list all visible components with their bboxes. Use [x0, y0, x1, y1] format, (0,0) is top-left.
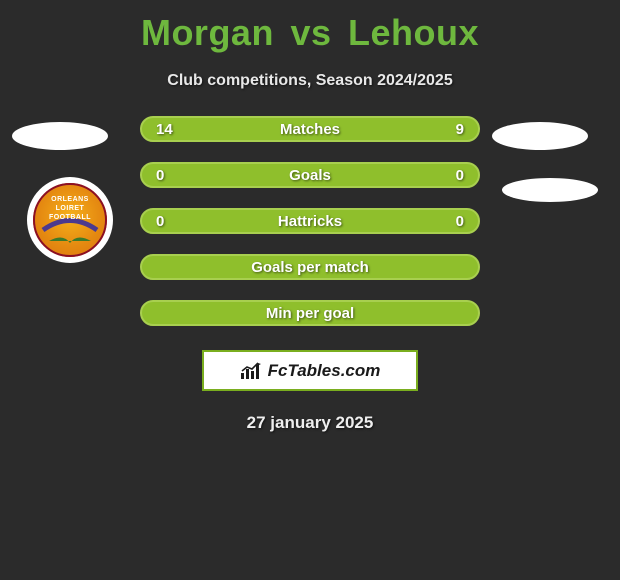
club-logo-line3: FOOTBALL: [49, 214, 91, 221]
row-goals-label: Goals: [186, 167, 434, 184]
title-player2: Lehoux: [348, 12, 479, 53]
date-text: 27 january 2025: [247, 413, 374, 433]
bar-chart-icon: [240, 362, 262, 380]
row-hattricks: 0 Hattricks 0: [140, 208, 480, 234]
row-gpm-label: Goals per match: [186, 259, 434, 276]
row-goals-right: 0: [434, 167, 464, 184]
row-mpg-label: Min per goal: [186, 305, 434, 322]
title-vs: vs: [290, 12, 331, 53]
row-matches-left: 14: [156, 121, 186, 138]
club-logo-line1: ORLEANS: [51, 196, 89, 203]
ellipse-top-right: [492, 122, 588, 150]
subtitle: Club competitions, Season 2024/2025: [167, 72, 452, 90]
club-logo-inner: ORLEANS LOIRET FOOTBALL: [33, 183, 107, 257]
row-goals-left: 0: [156, 167, 186, 184]
brand-box: FcTables.com: [202, 350, 418, 391]
row-hattricks-label: Hattricks: [186, 213, 434, 230]
row-hattricks-left: 0: [156, 213, 186, 230]
title-player1: Morgan: [141, 12, 274, 53]
row-matches-right: 9: [434, 121, 464, 138]
row-goals: 0 Goals 0: [140, 162, 480, 188]
row-gpm: Goals per match: [140, 254, 480, 280]
row-matches-label: Matches: [186, 121, 434, 138]
row-hattricks-right: 0: [434, 213, 464, 230]
row-matches: 14 Matches 9: [140, 116, 480, 142]
brand-text: FcTables.com: [268, 361, 381, 381]
page-title: Morgan vs Lehoux: [141, 12, 479, 54]
club-logo-orleans: ORLEANS LOIRET FOOTBALL: [27, 177, 113, 263]
ellipse-top-left: [12, 122, 108, 150]
club-logo-line2: LOIRET: [56, 205, 85, 212]
row-mpg: Min per goal: [140, 300, 480, 326]
ellipse-mid-right: [502, 178, 598, 202]
